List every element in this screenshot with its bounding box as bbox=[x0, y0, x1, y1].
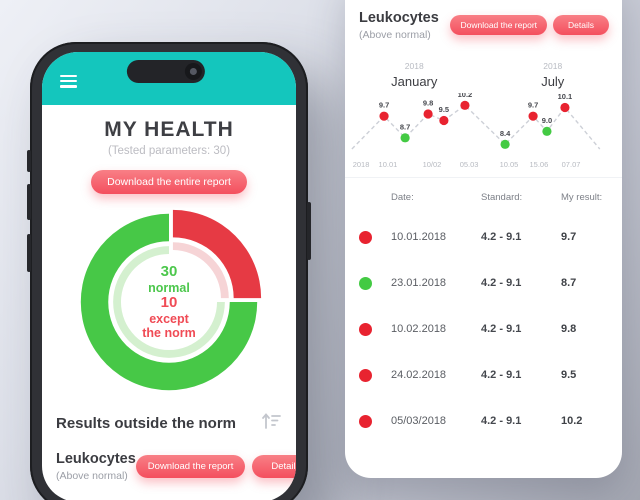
data-point-above bbox=[560, 102, 570, 113]
phone-power-button bbox=[307, 202, 311, 260]
table-row: 05/03/2018 4.2 - 9.1 10.2 bbox=[345, 398, 622, 444]
period-start-month: January bbox=[391, 74, 438, 89]
data-point-label: 9.7 bbox=[528, 101, 538, 110]
x-tick-label: 05.03 bbox=[460, 160, 479, 169]
above-normal-dot bbox=[359, 230, 372, 244]
dynamic-island bbox=[126, 60, 205, 83]
above-normal-dot bbox=[359, 322, 372, 336]
hamburger-menu-icon[interactable] bbox=[60, 75, 77, 91]
download-entire-report-button[interactable]: Download the entire report bbox=[91, 170, 247, 194]
row-result: 9.5 bbox=[561, 369, 577, 381]
period-end-month: July bbox=[541, 74, 565, 89]
data-point-label: 10.1 bbox=[558, 93, 573, 101]
results-heading: Results outside the norm bbox=[56, 415, 237, 432]
front-camera-icon bbox=[184, 63, 202, 80]
row-standard: 4.2 - 9.1 bbox=[481, 415, 522, 427]
donut-chart bbox=[80, 209, 262, 391]
detail-title: Leukocytes bbox=[359, 10, 439, 26]
data-point-above bbox=[439, 115, 449, 126]
divider bbox=[345, 177, 622, 178]
phone-volume-down-button bbox=[27, 234, 31, 272]
row-standard: 4.2 - 9.1 bbox=[481, 323, 522, 335]
row-result: 10.2 bbox=[561, 415, 583, 427]
table-row: 10.02.2018 4.2 - 9.1 9.8 bbox=[345, 306, 622, 352]
trend-dashed-line bbox=[351, 104, 601, 150]
donut-chart-wrap: 30 normal 10 except the norm bbox=[71, 204, 267, 400]
table-row: 10.01.2018 4.2 - 9.1 9.7 bbox=[345, 214, 622, 260]
detail-status: (Above normal) bbox=[359, 29, 431, 41]
download-report-button[interactable]: Download the report bbox=[135, 455, 246, 478]
x-tick-label: 10/02 bbox=[423, 160, 442, 169]
x-tick-label: 07.07 bbox=[562, 160, 581, 169]
row-standard: 4.2 - 9.1 bbox=[481, 277, 522, 289]
x-tick-label: 10.01 bbox=[379, 160, 398, 169]
sort-icon[interactable] bbox=[260, 411, 282, 436]
above-normal-dot bbox=[359, 368, 372, 382]
table-row: 23.01.2018 4.2 - 9.1 8.7 bbox=[345, 260, 622, 306]
data-point-label: 9.5 bbox=[439, 105, 449, 114]
row-date: 10.02.2018 bbox=[391, 323, 447, 335]
data-point-above bbox=[423, 109, 433, 119]
phone-mockup: MY HEALTH (Tested parameters: 30) Downlo… bbox=[27, 42, 311, 500]
results-table-body: 10.01.2018 4.2 - 9.1 9.7 23.01.2018 4.2 - 9.… bbox=[345, 214, 622, 444]
row-result: 9.8 bbox=[561, 323, 577, 335]
data-point-label: 10.2 bbox=[458, 93, 473, 99]
data-point-label: 9.8 bbox=[423, 99, 433, 108]
detail-details-button[interactable]: Details bbox=[553, 15, 609, 35]
above-normal-dot bbox=[359, 414, 372, 428]
row-standard: 4.2 - 9.1 bbox=[481, 231, 522, 243]
header-standard: Standard: bbox=[481, 191, 523, 203]
phone-volume-up-button bbox=[27, 184, 31, 220]
header-result: My result: bbox=[561, 191, 603, 203]
x-tick-label: 10.05 bbox=[500, 160, 519, 169]
donut-slice-normal bbox=[80, 213, 258, 391]
data-point-above bbox=[528, 111, 538, 121]
period-end-year: 2018 bbox=[543, 61, 563, 71]
table-row: 24.02.2018 4.2 - 9.1 9.5 bbox=[345, 352, 622, 398]
result-item-leukocytes: Leukocytes (Above normal) Download the r… bbox=[42, 451, 296, 482]
data-point-normal bbox=[500, 139, 510, 149]
x-tick-label: 2018 bbox=[353, 160, 370, 169]
details-button[interactable]: Details bbox=[252, 455, 296, 478]
page-title: MY HEALTH bbox=[104, 118, 234, 141]
row-result: 8.7 bbox=[561, 277, 577, 289]
row-date: 10.01.2018 bbox=[391, 231, 447, 243]
data-point-label: 8.4 bbox=[500, 129, 511, 138]
period-start: 2018 January bbox=[345, 61, 484, 89]
row-date: 23.01.2018 bbox=[391, 277, 447, 289]
period-start-year: 2018 bbox=[404, 61, 424, 71]
table-header: Date: Standard: My result: bbox=[345, 180, 622, 214]
header-date: Date: bbox=[391, 191, 414, 203]
donut-slice-except bbox=[172, 209, 262, 299]
data-point-label: 9.0 bbox=[542, 116, 552, 125]
parameter-name: Leukocytes bbox=[56, 451, 136, 467]
data-point-normal bbox=[400, 133, 410, 143]
data-point-above bbox=[460, 100, 470, 110]
row-date: 05/03/2018 bbox=[391, 415, 447, 427]
data-point-above bbox=[379, 111, 389, 121]
period-end: 2018 July bbox=[484, 61, 623, 89]
normal-dot bbox=[359, 276, 372, 290]
row-result: 9.7 bbox=[561, 231, 577, 243]
row-standard: 4.2 - 9.1 bbox=[481, 369, 522, 381]
data-point-label: 8.7 bbox=[400, 122, 410, 131]
data-point-label: 9.7 bbox=[379, 101, 389, 110]
data-point-normal bbox=[542, 126, 552, 136]
line-chart: 9.7 8.7 9.8 9.5 10.2 8.4 9.7 9.0 10.1 2018 10.01 10… bbox=[351, 93, 601, 169]
phone-action-button bbox=[27, 150, 31, 172]
row-date: 24.02.2018 bbox=[391, 369, 447, 381]
x-tick-label: 15.06 bbox=[530, 160, 549, 169]
phone-screen: MY HEALTH (Tested parameters: 30) Downlo… bbox=[42, 52, 296, 500]
app-header bbox=[42, 52, 296, 105]
detail-download-report-button[interactable]: Download the report bbox=[450, 15, 548, 35]
parameter-status: (Above normal) bbox=[56, 470, 128, 482]
donut-inner-ring-except bbox=[172, 242, 229, 299]
page-subtitle: (Tested parameters: 30) bbox=[107, 145, 231, 157]
detail-card: Leukocytes (Above normal) Download the r… bbox=[345, 0, 622, 478]
